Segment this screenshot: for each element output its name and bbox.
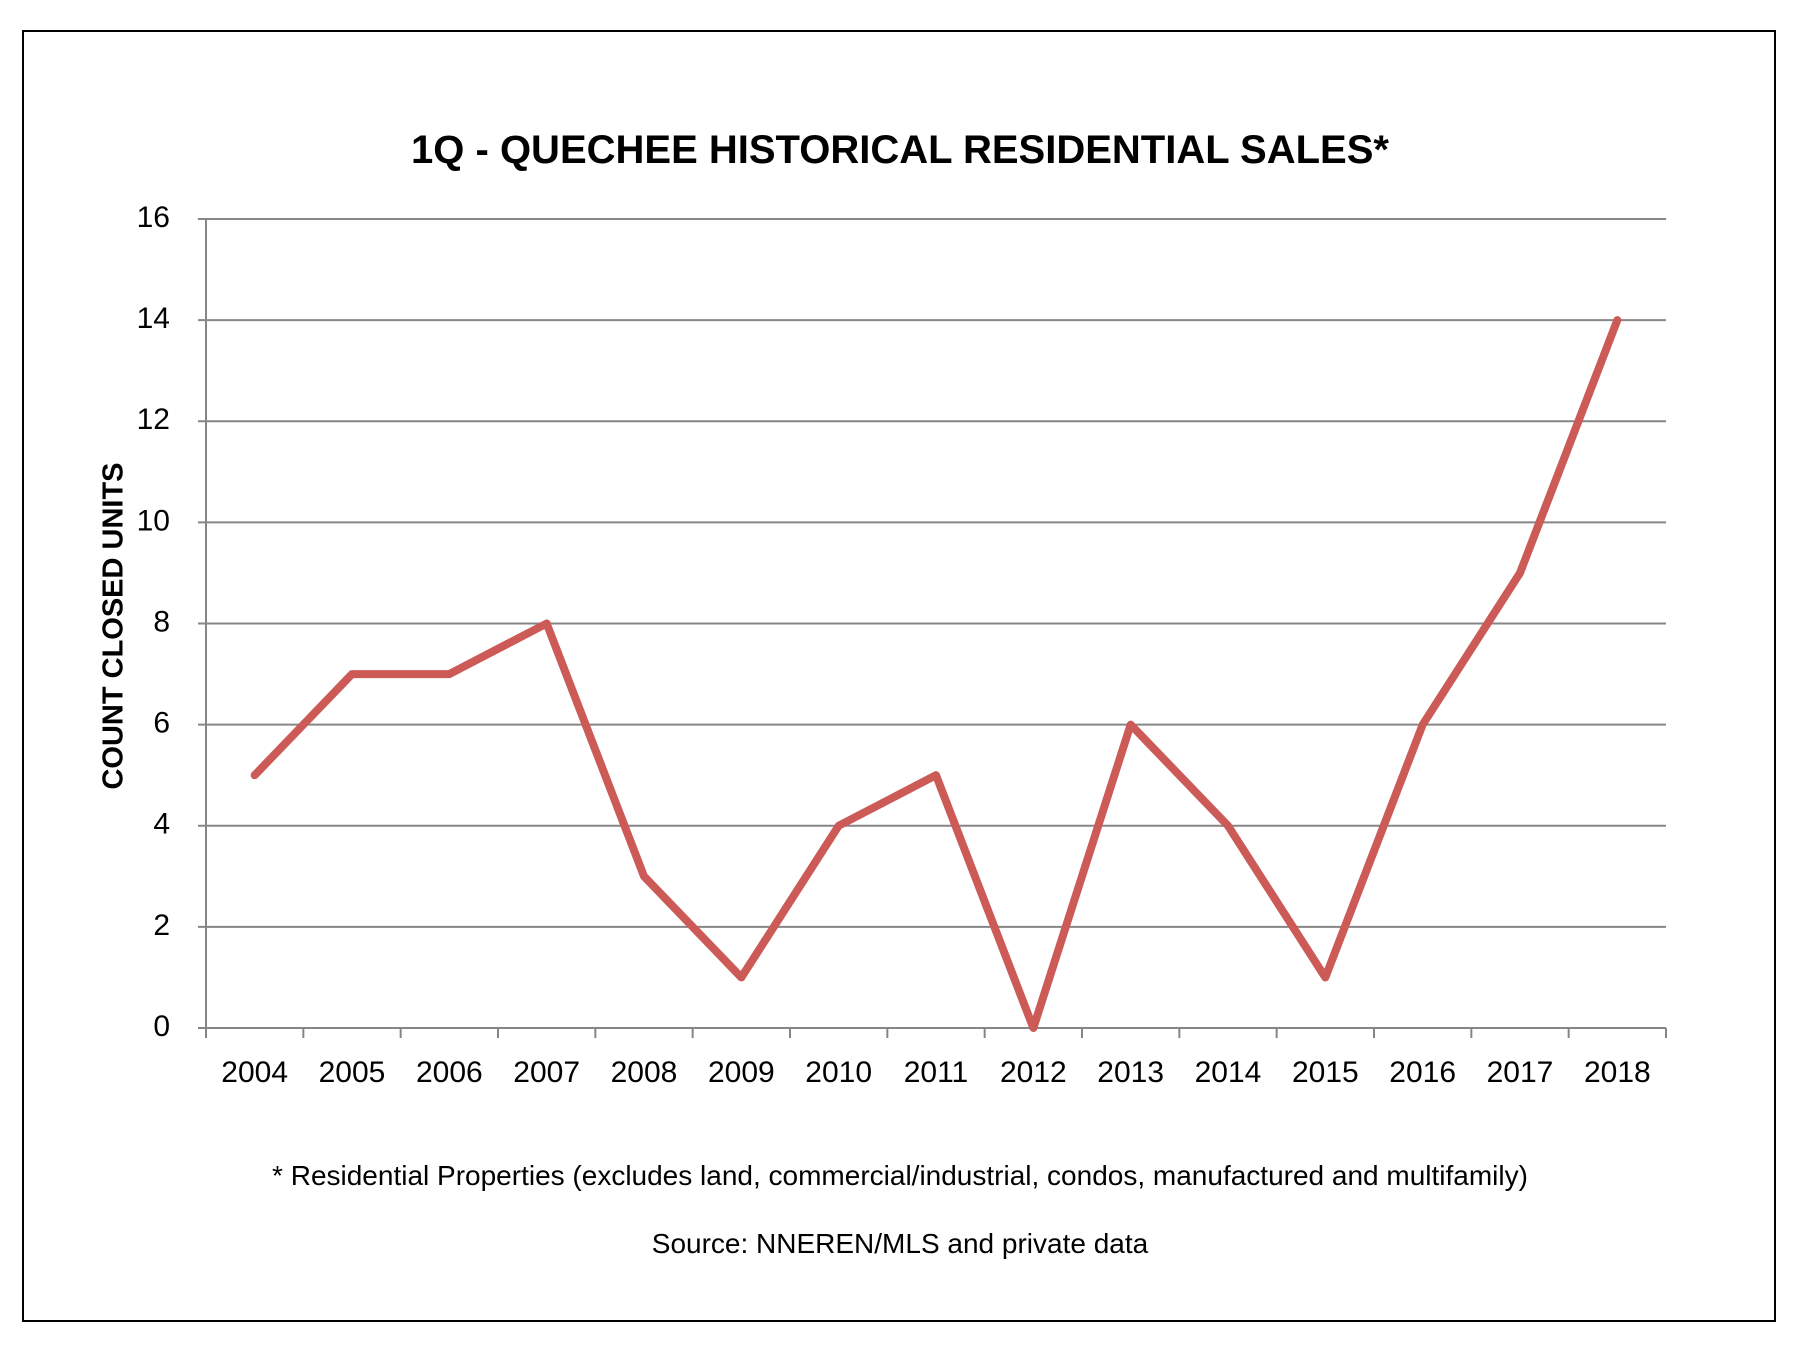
data-point bbox=[643, 875, 645, 877]
x-tick-labels: 2004 2005 2006 2007 2008 2009 2010 2011 2012 2013… bbox=[221, 1056, 1650, 1089]
x-tick-label: 2010 bbox=[805, 1056, 872, 1089]
x-tick-label: 2006 bbox=[416, 1056, 483, 1089]
data-point bbox=[1616, 319, 1618, 321]
y-tick-label: 16 bbox=[137, 201, 170, 234]
y-tick-label: 12 bbox=[137, 403, 170, 436]
x-tick-label: 2015 bbox=[1292, 1056, 1359, 1089]
data-point bbox=[1130, 724, 1132, 726]
y-tick-labels: 0 2 4 6 8 10 12 14 16 bbox=[137, 201, 170, 1043]
axes bbox=[198, 218, 1667, 1038]
gridlines bbox=[206, 218, 1666, 928]
x-tick-label: 2005 bbox=[319, 1056, 386, 1089]
x-tick-label: 2008 bbox=[611, 1056, 678, 1089]
y-tick-label: 0 bbox=[153, 1010, 170, 1043]
data-point bbox=[1324, 976, 1326, 978]
data-point bbox=[1422, 724, 1424, 726]
data-point bbox=[740, 976, 742, 978]
data-point bbox=[1032, 1027, 1034, 1029]
data-point bbox=[1519, 572, 1521, 574]
x-tick-label: 2017 bbox=[1487, 1056, 1554, 1089]
x-tick-label: 2007 bbox=[513, 1056, 580, 1089]
y-axis-label: COUNT CLOSED UNITS bbox=[98, 462, 130, 789]
x-tick-label: 2013 bbox=[1097, 1056, 1164, 1089]
series bbox=[250, 316, 1622, 1032]
chart-title: 1Q - QUECHEE HISTORICAL RESIDENTIAL SALE… bbox=[411, 128, 1389, 172]
data-point bbox=[838, 825, 840, 827]
data-point bbox=[254, 774, 256, 776]
y-tick-label: 6 bbox=[153, 707, 170, 740]
x-tick-label: 2018 bbox=[1584, 1056, 1651, 1089]
x-tick-label: 2011 bbox=[904, 1056, 969, 1089]
chart-frame bbox=[22, 30, 1776, 1322]
data-point bbox=[1227, 825, 1229, 827]
y-tick-label: 8 bbox=[153, 605, 170, 638]
data-point bbox=[351, 673, 353, 675]
y-tick-label: 10 bbox=[137, 504, 170, 537]
x-tick-label: 2012 bbox=[1000, 1056, 1067, 1089]
y-tick-label: 4 bbox=[153, 808, 170, 841]
x-tick-label: 2004 bbox=[221, 1056, 288, 1089]
x-tick-label: 2009 bbox=[708, 1056, 775, 1089]
data-point bbox=[546, 623, 548, 624]
series-line bbox=[250, 316, 1622, 1032]
data-point bbox=[448, 673, 450, 675]
x-tick-label: 2014 bbox=[1195, 1056, 1262, 1089]
x-tick-label: 2016 bbox=[1389, 1056, 1456, 1089]
y-tick-label: 14 bbox=[137, 302, 170, 335]
source-note: Source: NNEREN/MLS and private data bbox=[651, 1228, 1149, 1259]
y-tick-label: 2 bbox=[153, 909, 170, 942]
data-point bbox=[935, 774, 937, 776]
footnote: * Residential Properties (excludes land,… bbox=[272, 1160, 1528, 1191]
